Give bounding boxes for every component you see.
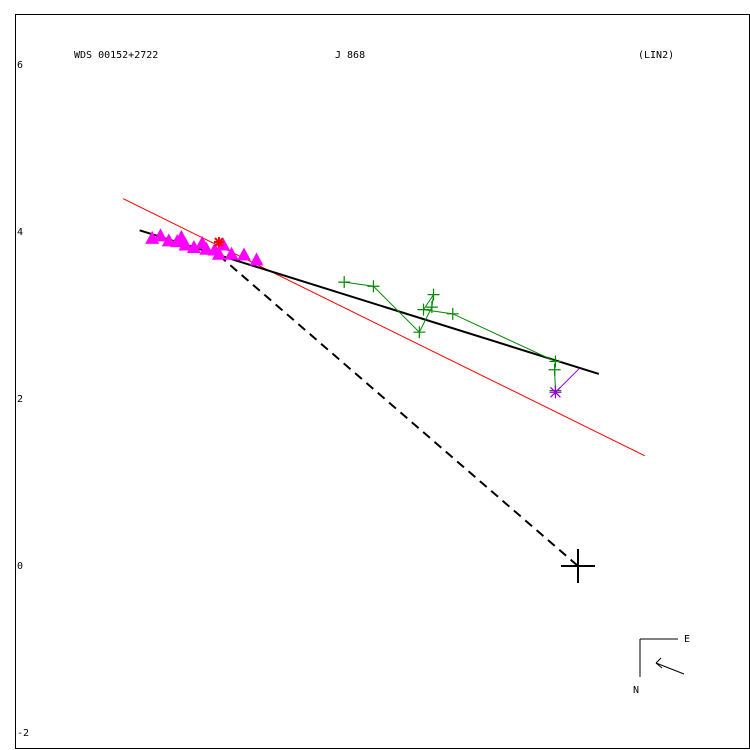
- data-point-plus: [338, 276, 351, 289]
- data-point-triangle: [216, 237, 231, 251]
- data-point-plus: [425, 301, 438, 314]
- compass-east-label: E: [684, 634, 690, 645]
- data-point-plus: [413, 326, 426, 339]
- orbit-code-label: (LIN2): [638, 50, 674, 61]
- data-point-star: [213, 237, 224, 248]
- data-point-triangle: [249, 252, 264, 266]
- data-point-triangle: [178, 237, 193, 251]
- data-point-triangle: [224, 246, 239, 260]
- y-tick-labels: 6 4 2 0 -2: [17, 60, 29, 739]
- compass-north-label: N: [633, 685, 639, 696]
- data-point-plus: [549, 355, 562, 368]
- y-tick-label: -2: [17, 728, 29, 739]
- plot-frame: [15, 14, 750, 749]
- reference-line: [122, 198, 646, 457]
- data-point-plus: [427, 288, 440, 301]
- motion-arrow-icon: [655, 657, 685, 675]
- y-tick-label: 4: [17, 227, 23, 238]
- data-point-asterisk: [549, 386, 562, 399]
- observation-path: [344, 281, 556, 391]
- data-point-triangle: [199, 241, 214, 255]
- data-point-triangle: [237, 247, 251, 261]
- periastron-line: [218, 254, 579, 567]
- data-point-triangle: [161, 233, 176, 247]
- data-point-plus: [417, 303, 430, 316]
- data-point-triangle: [186, 240, 201, 254]
- discoverer-label: J 868: [335, 50, 365, 61]
- y-tick-label: 2: [17, 394, 23, 405]
- wds-id-label: WDS 00152+2722: [74, 50, 158, 61]
- data-point-plus: [446, 307, 459, 320]
- data-point-triangle: [211, 246, 226, 260]
- data-point-plus: [367, 280, 380, 293]
- y-tick-label: 6: [17, 60, 23, 71]
- data-point-plus: [548, 363, 561, 376]
- compass: E N: [633, 634, 690, 696]
- observation-markers: [145, 228, 595, 583]
- primary-star-marker: [561, 549, 595, 583]
- data-point-triangle: [153, 228, 168, 242]
- y-tick-label: 0: [17, 561, 23, 572]
